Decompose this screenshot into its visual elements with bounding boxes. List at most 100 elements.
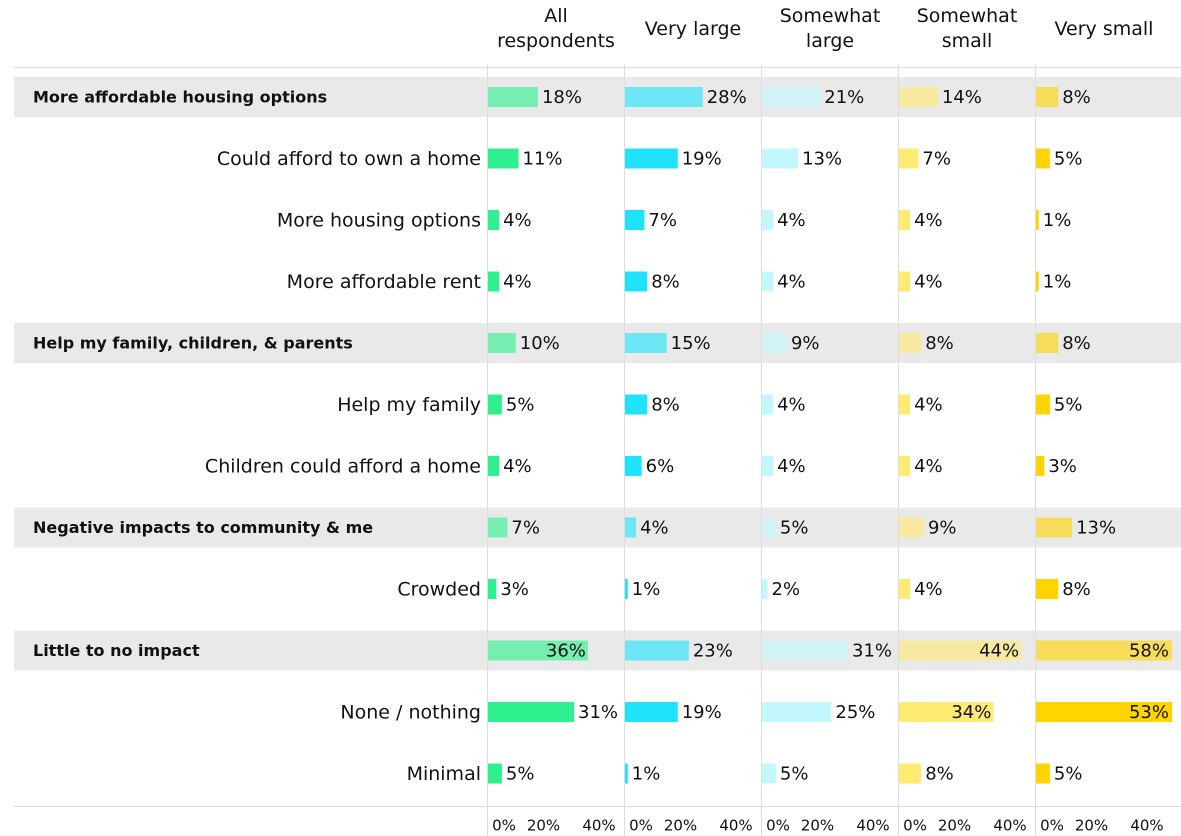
panel-title: All respondents [497, 5, 615, 52]
x-tick-label: 20% [664, 817, 697, 835]
row-label: More affordable rent [287, 271, 481, 293]
bar [488, 210, 500, 230]
value-label: 4% [503, 210, 532, 231]
value-label: 8% [651, 395, 680, 416]
bar [625, 271, 648, 292]
value-label: 8% [1062, 87, 1091, 108]
bar [625, 702, 678, 722]
bar [625, 579, 628, 599]
group-row-bg [14, 323, 1181, 363]
bar [899, 579, 911, 599]
value-label: 7% [922, 149, 951, 170]
value-label: 3% [1048, 456, 1077, 477]
value-label: 5% [506, 764, 535, 785]
bar [625, 148, 678, 169]
panel-header: All respondents [497, 5, 615, 52]
x-tick-label: 0% [766, 817, 790, 835]
value-label: 4% [503, 456, 532, 477]
group-row-bg [14, 507, 1181, 548]
group-bar [625, 640, 689, 661]
bar [1036, 271, 1039, 292]
panel-header: Somewhat large [779, 5, 881, 52]
value-label: 3% [500, 579, 529, 600]
bar [762, 271, 774, 292]
value-label: 7% [648, 210, 677, 231]
bar [899, 702, 994, 722]
value-label: 53% [1129, 702, 1169, 723]
value-label: 13% [802, 149, 842, 170]
bar [488, 271, 500, 292]
value-label: 31% [578, 702, 618, 723]
value-label: 23% [693, 641, 733, 662]
row-label: None / nothing [340, 702, 481, 724]
group-bar [1036, 87, 1059, 107]
bar [899, 148, 919, 169]
group-bar [488, 640, 588, 661]
value-label: 18% [542, 87, 582, 108]
x-tick-label: 0% [1040, 817, 1064, 835]
value-label: 8% [925, 333, 954, 354]
group-label: Little to no impact [33, 641, 200, 660]
value-label: 4% [914, 395, 943, 416]
row-label: Minimal [407, 763, 481, 785]
row-label: Help my family [337, 394, 481, 416]
group-bar [488, 87, 538, 107]
bar [1036, 456, 1045, 476]
value-label: 7% [511, 518, 540, 539]
panel-bars [625, 87, 703, 784]
bar [762, 763, 776, 784]
value-label: 28% [707, 87, 747, 108]
value-label: 5% [506, 395, 535, 416]
value-label: 4% [503, 272, 532, 293]
group-bar [1036, 333, 1059, 353]
panel-title: Very small [1054, 17, 1154, 40]
bar [899, 271, 911, 292]
group-bar [762, 640, 849, 661]
x-tick-label: 40% [1130, 817, 1163, 835]
value-label: 5% [1054, 149, 1083, 170]
row-label: Could afford to own a home [217, 148, 481, 170]
group-bar [1036, 640, 1172, 661]
panel-title: Very large [644, 17, 742, 40]
bar [762, 210, 774, 230]
bar [1036, 210, 1039, 230]
row-label: More housing options [277, 210, 481, 232]
value-label: 1% [1043, 272, 1072, 293]
group-bar [625, 517, 637, 538]
bar [488, 456, 500, 476]
group-label: Negative impacts to community & me [33, 518, 373, 537]
value-label: 4% [777, 210, 806, 231]
panel-bars [899, 87, 1022, 784]
x-tick-label: 20% [938, 817, 971, 835]
bar [1036, 579, 1059, 599]
value-label: 4% [777, 395, 806, 416]
panel-title: Somewhat large [779, 5, 881, 52]
value-label: 4% [914, 272, 943, 293]
value-label: 19% [682, 702, 722, 723]
bar [899, 763, 922, 784]
value-label: 2% [772, 579, 801, 600]
value-label: 8% [925, 764, 954, 785]
row-label: Crowded [397, 579, 481, 601]
x-tick-label: 40% [582, 817, 615, 835]
value-label: 13% [1076, 518, 1116, 539]
value-label: 5% [780, 518, 809, 539]
value-label: 25% [835, 702, 875, 723]
bar [899, 210, 911, 230]
group-bar [762, 333, 787, 353]
bar [899, 394, 911, 415]
bar [488, 394, 502, 415]
value-label: 15% [671, 333, 711, 354]
bar [1036, 148, 1050, 169]
row-label: Children could afford a home [205, 456, 481, 478]
x-tick-label: 20% [801, 817, 834, 835]
bar [625, 394, 648, 415]
value-label: 4% [914, 210, 943, 231]
group-bar [899, 517, 924, 538]
value-label: 4% [777, 272, 806, 293]
group-bar [625, 87, 703, 107]
bar [488, 763, 502, 784]
value-label: 34% [951, 702, 991, 723]
bar [762, 702, 832, 722]
